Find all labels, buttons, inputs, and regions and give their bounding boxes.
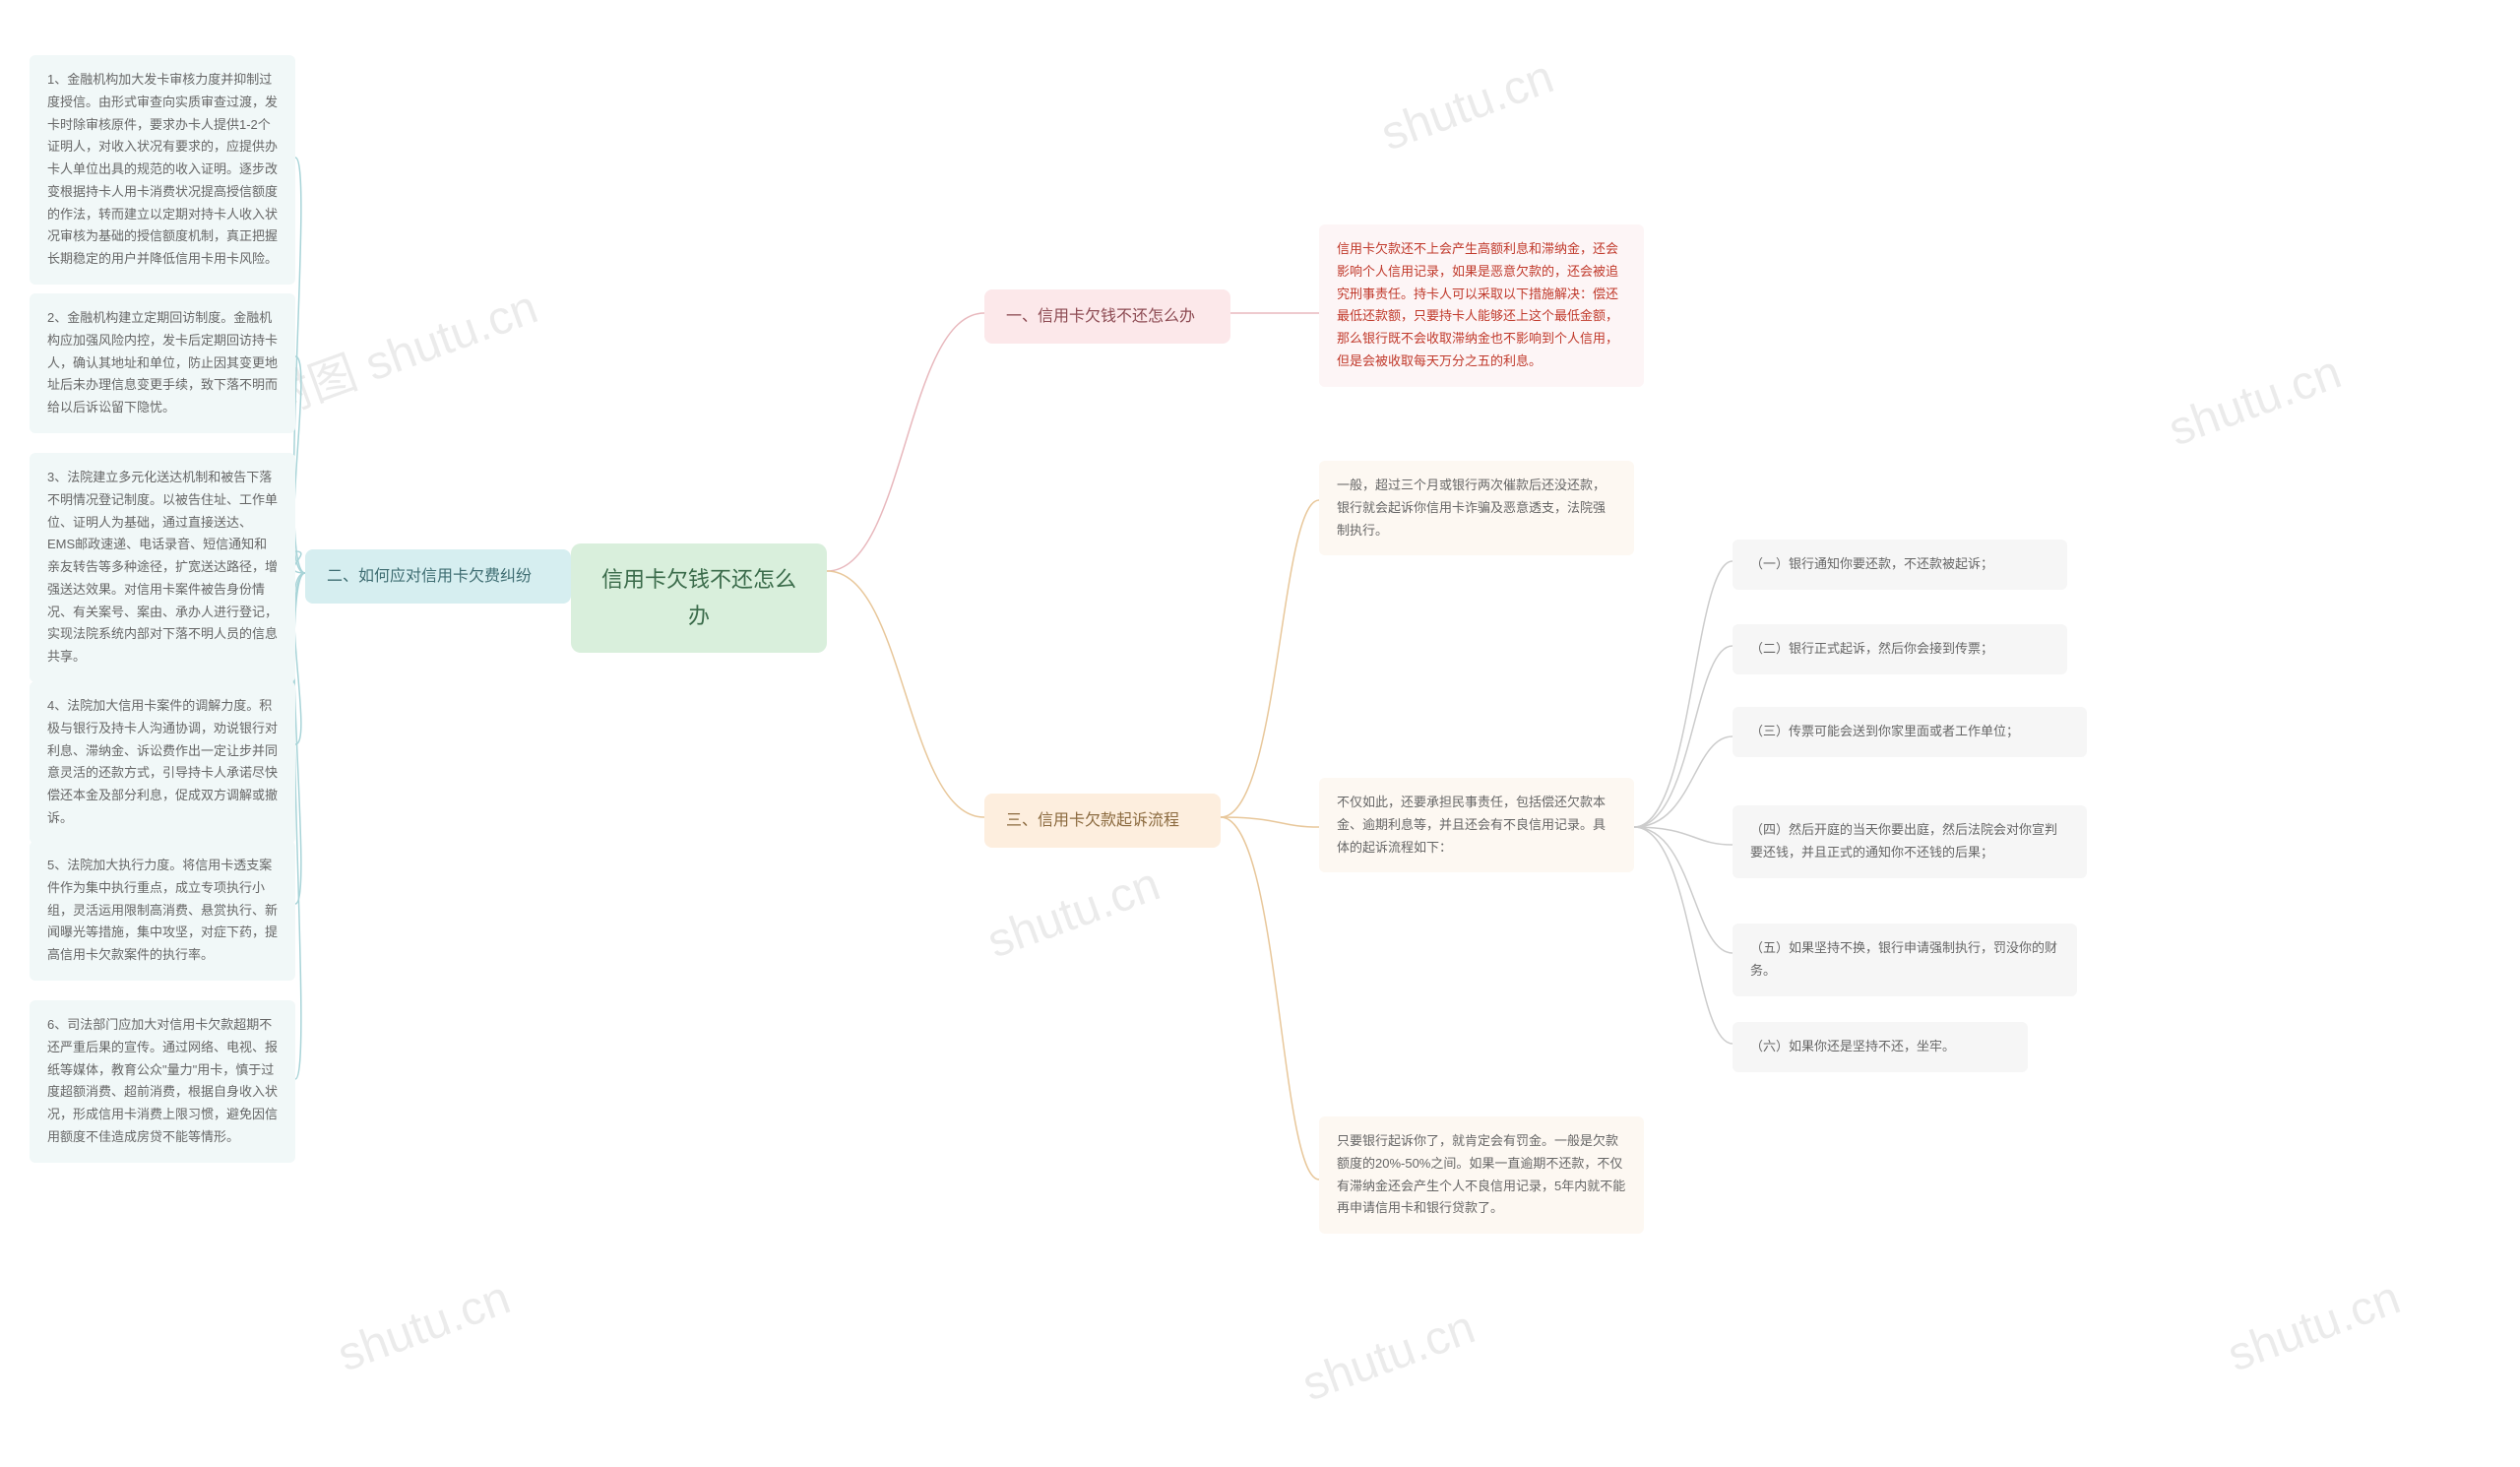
branch-3[interactable]: 三、信用卡欠款起诉流程: [984, 794, 1221, 848]
branch-3-leaf-1[interactable]: 不仅如此，还要承担民事责任，包括偿还欠款本金、逾期利息等，并且还会有不良信用记录…: [1319, 778, 1634, 872]
watermark: shutu.cn: [980, 858, 1166, 970]
branch-3-leaf-0[interactable]: 一般，超过三个月或银行两次催款后还没还款，银行就会起诉你信用卡诈骗及恶意透支，法…: [1319, 461, 1634, 555]
watermark: shutu.cn: [1295, 1301, 1481, 1413]
branch-2-leaf-3[interactable]: 4、法院加大信用卡案件的调解力度。积极与银行及持卡人沟通协调，劝说银行对利息、滞…: [30, 681, 295, 844]
branch-3-sub-0[interactable]: （一）银行通知你要还款，不还款被起诉；: [1732, 540, 2067, 590]
watermark: 树图 shutu.cn: [253, 268, 545, 430]
branch-3-sub-2[interactable]: （三）传票可能会送到你家里面或者工作单位；: [1732, 707, 2087, 757]
connector-lines: [0, 0, 2520, 1467]
branch-3-sub-4[interactable]: （五）如果坚持不换，银行申请强制执行，罚没你的财务。: [1732, 924, 2077, 996]
watermark: shutu.cn: [2162, 346, 2348, 458]
branch-3-leaf-2[interactable]: 只要银行起诉你了，就肯定会有罚金。一般是欠款额度的20%-50%之间。如果一直逾…: [1319, 1116, 1644, 1234]
watermark: shutu.cn: [331, 1271, 517, 1383]
branch-3-sub-1[interactable]: （二）银行正式起诉，然后你会接到传票；: [1732, 624, 2067, 674]
watermark: shutu.cn: [2221, 1271, 2407, 1383]
branch-2-leaf-1[interactable]: 2、金融机构建立定期回访制度。金融机构应加强风险内控，发卡后定期回访持卡人，确认…: [30, 293, 295, 433]
center-node[interactable]: 信用卡欠钱不还怎么办: [571, 543, 827, 653]
branch-2-leaf-4[interactable]: 5、法院加大执行力度。将信用卡透支案件作为集中执行重点，成立专项执行小组，灵活运…: [30, 841, 295, 981]
branch-1-leaf-0[interactable]: 信用卡欠款还不上会产生高额利息和滞纳金，还会影响个人信用记录，如果是恶意欠款的，…: [1319, 224, 1644, 387]
branch-3-sub-3[interactable]: （四）然后开庭的当天你要出庭，然后法院会对你宣判要还钱，并且正式的通知你不还钱的…: [1732, 805, 2087, 878]
branch-2-leaf-5[interactable]: 6、司法部门应加大对信用卡欠款超期不还严重后果的宣传。通过网络、电视、报纸等媒体…: [30, 1000, 295, 1163]
branch-3-sub-5[interactable]: （六）如果你还是坚持不还，坐牢。: [1732, 1022, 2028, 1072]
watermark: shutu.cn: [1374, 50, 1560, 162]
branch-2-leaf-2[interactable]: 3、法院建立多元化送达机制和被告下落不明情况登记制度。以被告住址、工作单位、证明…: [30, 453, 295, 682]
branch-2[interactable]: 二、如何应对信用卡欠费纠纷: [305, 549, 571, 604]
branch-2-leaf-0[interactable]: 1、金融机构加大发卡审核力度并抑制过度授信。由形式审查向实质审查过渡，发卡时除审…: [30, 55, 295, 285]
branch-1[interactable]: 一、信用卡欠钱不还怎么办: [984, 289, 1230, 344]
